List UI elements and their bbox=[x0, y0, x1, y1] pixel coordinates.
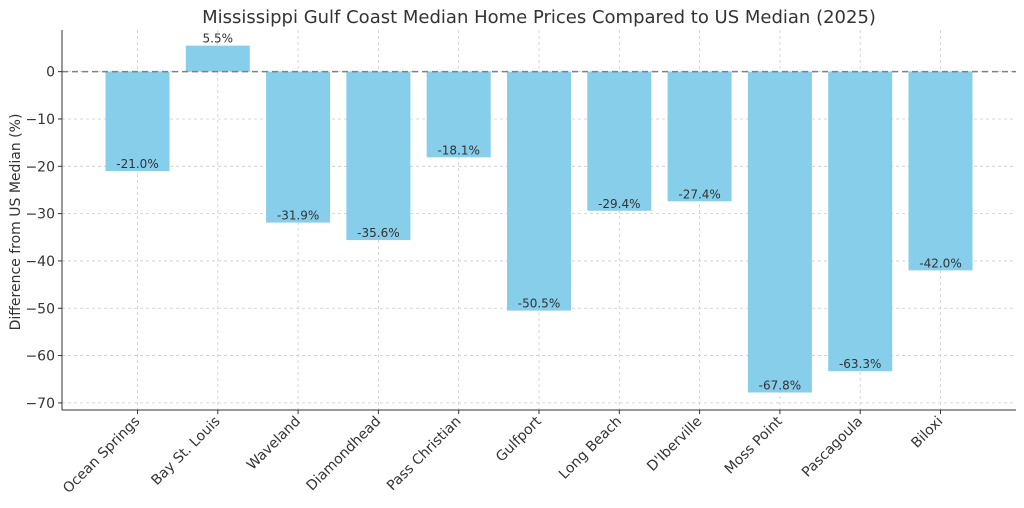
y-tick-label: −40 bbox=[25, 254, 55, 270]
bars-layer bbox=[105, 45, 973, 393]
bar bbox=[105, 71, 170, 172]
data-label: -63.3% bbox=[839, 357, 881, 371]
data-label: -21.0% bbox=[116, 157, 158, 171]
data-label: -50.5% bbox=[518, 297, 560, 311]
y-tick-label: 0 bbox=[46, 65, 55, 81]
x-tick-label: Pass Christian bbox=[384, 414, 465, 495]
x-tick-label: Diamondhead bbox=[303, 414, 384, 495]
y-ticks: 0 −10 −20 −30 −40 −50 −60 −70 bbox=[25, 65, 62, 412]
data-label: -31.9% bbox=[277, 209, 319, 223]
bar bbox=[747, 71, 812, 393]
data-label: -35.6% bbox=[357, 226, 399, 240]
x-tick-label: Bay St. Louis bbox=[148, 414, 223, 489]
x-tick-label: Long Beach bbox=[556, 414, 625, 483]
y-tick-label: −10 bbox=[25, 112, 55, 128]
x-tick-label: Moss Point bbox=[722, 413, 786, 477]
bar bbox=[185, 45, 250, 72]
bar bbox=[908, 71, 973, 271]
bar bbox=[266, 71, 331, 223]
y-tick-label: −50 bbox=[25, 301, 55, 317]
y-tick-label: −70 bbox=[25, 396, 55, 412]
bar bbox=[667, 71, 732, 202]
data-label: 5.5% bbox=[203, 32, 234, 46]
data-label: -27.4% bbox=[678, 187, 720, 201]
x-tick-label: Pascagoula bbox=[799, 414, 866, 481]
bar bbox=[346, 71, 411, 241]
bar bbox=[828, 71, 893, 372]
bar bbox=[587, 71, 652, 211]
y-tick-label: −20 bbox=[25, 159, 55, 175]
x-ticks: Ocean Springs Bay St. Louis Waveland Diamon… bbox=[60, 410, 946, 497]
x-tick-label: Gulfport bbox=[493, 413, 545, 465]
data-label: -67.8% bbox=[759, 378, 801, 392]
bar bbox=[426, 71, 491, 158]
bar bbox=[507, 71, 571, 311]
chart-title: Mississippi Gulf Coast Median Home Price… bbox=[202, 7, 876, 28]
x-tick-label: Ocean Springs bbox=[60, 414, 143, 497]
y-tick-label: −60 bbox=[25, 349, 55, 365]
y-axis-label: Difference from US Median (%) bbox=[8, 114, 24, 331]
x-tick-label: Waveland bbox=[244, 414, 304, 474]
y-tick-label: −30 bbox=[25, 207, 55, 223]
data-labels: -21.0% 5.5% -31.9% -35.6% -18.1% -50.5% -29.4%… bbox=[116, 32, 961, 393]
x-tick-label: Biloxi bbox=[908, 414, 946, 452]
data-label: -29.4% bbox=[598, 197, 640, 211]
x-tick-label: D'Iberville bbox=[644, 414, 705, 475]
data-label: -18.1% bbox=[437, 143, 479, 157]
data-label: -42.0% bbox=[919, 256, 961, 270]
